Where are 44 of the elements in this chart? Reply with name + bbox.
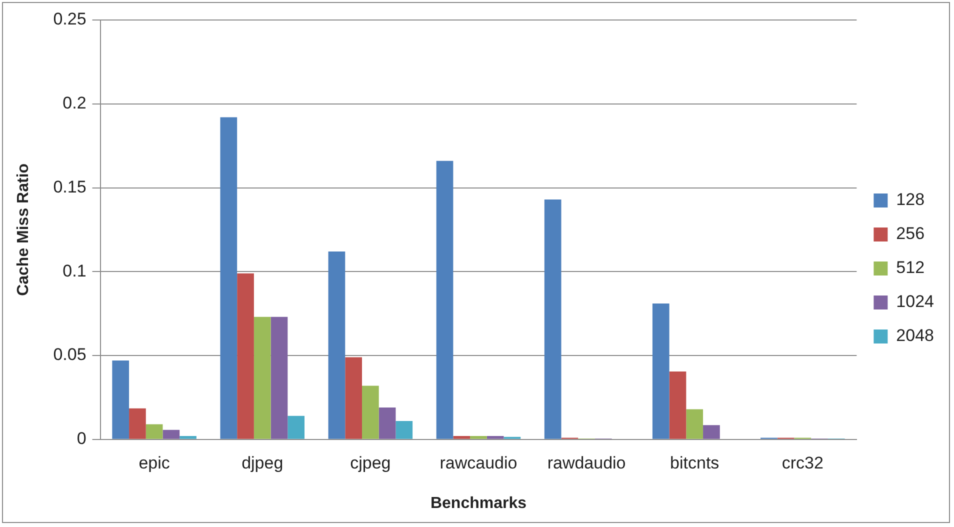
x-tick-label: crc32 [782, 453, 824, 472]
bar [486, 436, 504, 439]
x-tick-label: cjpeg [350, 453, 391, 472]
bar [378, 408, 396, 439]
bar [396, 420, 413, 439]
y-tick-label: 0.15 [53, 177, 86, 196]
bar [362, 386, 379, 439]
bar [686, 409, 704, 439]
bar [162, 430, 180, 439]
bar [328, 252, 346, 439]
bar [652, 304, 670, 439]
x-tick-label: epic [138, 453, 170, 472]
bar [129, 408, 146, 439]
bar [288, 416, 305, 439]
y-tick-label: 0.25 [53, 10, 86, 29]
legend-label: 2048 [896, 326, 934, 346]
bar [112, 360, 130, 439]
bar [544, 200, 562, 439]
bar [436, 160, 454, 439]
y-tick-label: 0.1 [62, 261, 86, 280]
legend-label: 1024 [896, 292, 934, 312]
bar [669, 371, 686, 439]
x-tick-label: djpeg [242, 453, 284, 472]
x-axis-title: Benchmarks [430, 494, 527, 512]
y-tick-label: 0.05 [53, 345, 86, 364]
legend-label: 256 [896, 224, 925, 244]
x-tick-label: bitcnts [670, 453, 720, 472]
bar [180, 436, 196, 439]
x-tick-label: rawcaudio [440, 453, 518, 472]
bar [270, 316, 288, 439]
bar [453, 436, 470, 439]
y-tick-label: 0.2 [62, 94, 86, 113]
bar [470, 436, 487, 439]
y-axis-title: Cache Miss Ratio [15, 163, 32, 296]
bar [146, 424, 163, 439]
y-tick-label: 0 [76, 429, 86, 448]
legend-label: 128 [896, 190, 925, 210]
x-tick-label: rawdaudio [547, 453, 626, 472]
bar [254, 316, 271, 439]
bar [703, 425, 720, 439]
bar [345, 357, 362, 439]
bar [220, 117, 238, 439]
legend-label: 512 [896, 258, 925, 278]
bar [237, 273, 254, 439]
